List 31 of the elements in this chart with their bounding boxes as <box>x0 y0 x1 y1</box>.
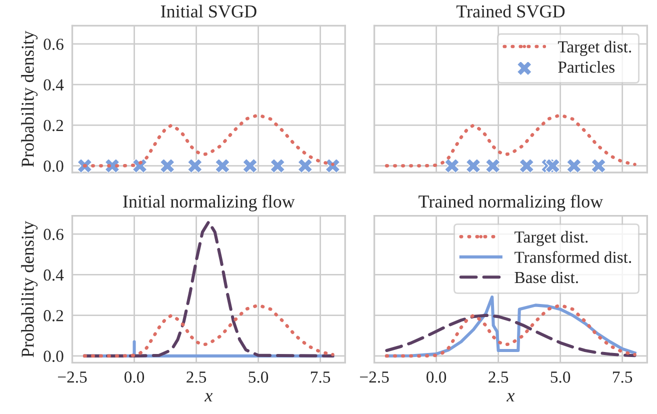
chart-title: Initial normalizing flow <box>123 194 295 212</box>
y-tick-label: 0.0 <box>44 160 64 172</box>
x-tick-label: −2.5 <box>58 372 87 383</box>
legend-label: Base dist. <box>514 271 578 284</box>
x-axis-title: x <box>506 393 515 402</box>
y-tick-label: 0.4 <box>44 79 64 91</box>
legend-label: Transformed dist. <box>514 251 632 263</box>
chart-title: Trained SVGD <box>456 4 565 18</box>
y-tick-label: 0.2 <box>44 310 64 322</box>
x-tick-label: 2.5 <box>488 372 508 383</box>
y-tick-label: 0.2 <box>44 120 64 132</box>
x-tick-label: 2.5 <box>186 372 206 383</box>
y-axis-title: Probability density <box>21 30 38 168</box>
y-axis-title: Probability density <box>21 220 38 358</box>
y-tick-label: 0.6 <box>44 38 64 50</box>
x-tick-label: 7.5 <box>310 372 330 383</box>
y-tick-label: 0.0 <box>44 350 64 362</box>
legend-label: Target dist. <box>558 40 632 56</box>
x-tick-label: 0.0 <box>426 371 446 383</box>
legend-label: Particles <box>558 61 614 73</box>
x-tick-label: 5.0 <box>550 371 570 383</box>
x-tick-label: 7.5 <box>613 372 632 383</box>
chart-title: Initial SVGD <box>160 4 256 18</box>
chart-title: Trained normalizing flow <box>418 194 604 212</box>
x-tick-label: 0.0 <box>124 371 144 383</box>
y-tick-label: 0.4 <box>44 269 64 281</box>
x-tick-label: −2.5 <box>360 372 389 383</box>
x-axis-title: x <box>204 393 213 402</box>
legend-label: Target dist. <box>514 230 588 246</box>
x-tick-label: 5.0 <box>248 371 268 383</box>
y-tick-label: 0.6 <box>44 228 64 240</box>
